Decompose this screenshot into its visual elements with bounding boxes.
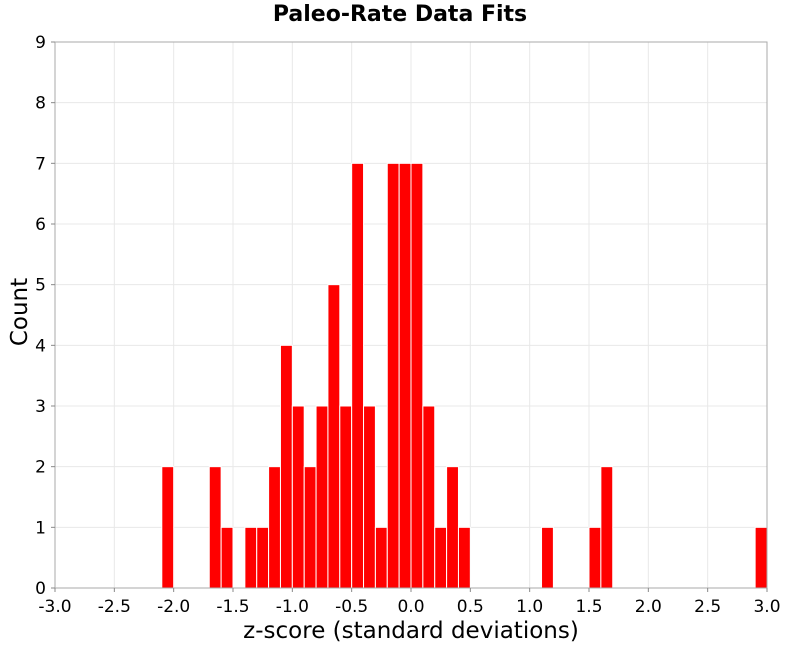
histogram-bar [398, 162, 412, 589]
histogram-bar [244, 526, 258, 589]
x-tick-label: 0.5 [457, 597, 484, 617]
histogram-bar [434, 526, 448, 589]
histogram-bar [303, 466, 317, 589]
histogram-bar [374, 526, 388, 589]
x-tick-label: 3.0 [753, 597, 780, 617]
x-tick-label: -2.0 [157, 597, 190, 617]
y-tick-label: 6 [35, 215, 46, 235]
histogram-bar [208, 466, 222, 589]
histogram-bar [386, 162, 400, 589]
y-tick-label: 3 [35, 397, 46, 417]
histogram-bar [422, 405, 436, 589]
x-tick-label: 0.0 [397, 597, 424, 617]
y-tick-label: 5 [35, 276, 46, 296]
histogram-bar [541, 526, 554, 589]
histogram-bar [279, 344, 293, 589]
y-tick-label: 4 [35, 336, 46, 356]
x-axis-label: z-score (standard deviations) [243, 618, 579, 644]
x-tick-label: 2.5 [694, 597, 721, 617]
histogram-bar [256, 526, 270, 589]
y-tick-label: 0 [35, 579, 46, 599]
y-tick-label: 8 [35, 94, 46, 114]
x-tick-label: -2.5 [98, 597, 131, 617]
y-tick-label: 7 [35, 154, 46, 174]
histogram-bar [339, 405, 353, 589]
y-axis-label: Count [7, 277, 33, 347]
histogram-bar [315, 405, 329, 589]
histogram-bar [351, 162, 365, 589]
histogram-bar [268, 466, 281, 589]
histogram-bar [457, 526, 471, 589]
x-tick-label: -3.0 [38, 597, 71, 617]
histogram-bar [588, 526, 602, 589]
y-tick-label: 2 [35, 458, 46, 478]
histogram-bar [446, 466, 459, 589]
histogram-bar [291, 405, 305, 589]
x-tick-label: -0.5 [335, 597, 368, 617]
x-tick-label: -1.5 [216, 597, 249, 617]
histogram-bar [161, 466, 175, 589]
x-tick-label: 1.0 [516, 597, 543, 617]
x-tick-label: 1.5 [575, 597, 602, 617]
histogram-bar [327, 284, 341, 589]
y-tick-label: 1 [35, 518, 46, 538]
histogram-bar [363, 405, 376, 589]
x-tick-label: 2.0 [635, 597, 662, 617]
histogram-bar [754, 526, 768, 589]
histogram-bar [410, 162, 424, 589]
x-tick-label: -1.0 [276, 597, 309, 617]
y-tick-label: 9 [35, 33, 46, 53]
chart-title: Paleo-Rate Data Fits [272, 2, 528, 27]
axis-ticks: -3.0 -2.5 -2.0 -1.5 -1.0 -0.5 0.0 0.5 1.0 1.5 2.0 2… [35, 33, 780, 617]
histogram-bar [220, 526, 234, 589]
histogram-bar [600, 466, 614, 589]
histogram-bars [161, 162, 768, 589]
